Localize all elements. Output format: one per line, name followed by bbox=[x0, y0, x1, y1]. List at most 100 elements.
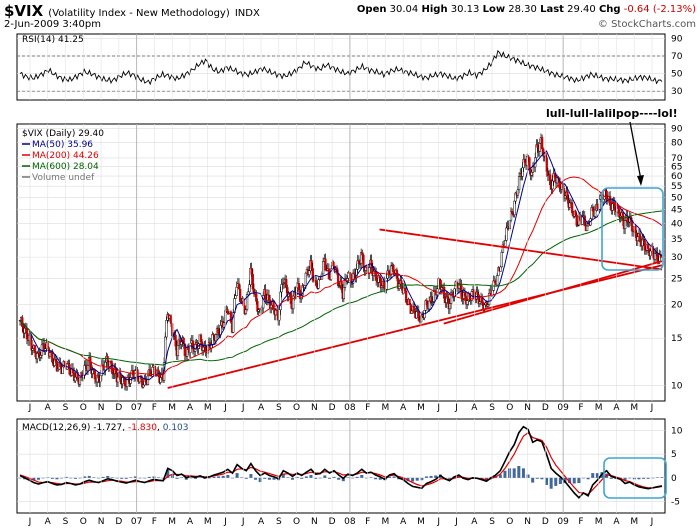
candle bbox=[123, 376, 127, 387]
candle bbox=[78, 377, 82, 385]
macd-histogram-bar bbox=[300, 477, 304, 479]
candle bbox=[267, 294, 271, 301]
candle bbox=[144, 379, 147, 382]
x-tick-label: S bbox=[63, 403, 69, 413]
x-tick-label: J bbox=[436, 403, 440, 413]
x-tick-label: J bbox=[241, 517, 245, 527]
macd-histogram-bar bbox=[138, 477, 142, 479]
candle bbox=[432, 291, 435, 302]
x-tick-label: M bbox=[417, 403, 425, 413]
candle bbox=[647, 244, 650, 249]
macd-histogram-bar bbox=[73, 477, 77, 479]
candle bbox=[285, 279, 288, 288]
candle bbox=[453, 288, 456, 297]
price-tick-label: 25 bbox=[671, 274, 682, 284]
chart-date: 2-Jun-2009 3:40pm bbox=[4, 19, 101, 30]
open-value: 30.04 bbox=[389, 4, 419, 15]
x-tick-label: S bbox=[63, 517, 69, 527]
macd-histogram-bar bbox=[448, 477, 452, 479]
macd-histogram-bar bbox=[591, 473, 595, 478]
watermark: © StockCharts.com bbox=[597, 19, 696, 30]
macd-histogram-bar bbox=[484, 477, 488, 480]
x-tick-label: A bbox=[471, 403, 478, 413]
candle bbox=[237, 283, 241, 290]
x-tick-label: D bbox=[542, 517, 549, 527]
highlight-box-macd bbox=[603, 457, 667, 499]
macd-histogram-bar bbox=[392, 476, 396, 478]
macd-histogram-bar bbox=[124, 477, 128, 479]
annotation-text: lull-lull-lalilpop----lol! bbox=[546, 107, 678, 120]
macd-histogram-bar bbox=[143, 477, 147, 479]
candle bbox=[545, 157, 548, 172]
candle bbox=[280, 284, 283, 293]
candle bbox=[202, 346, 205, 351]
open-label: Open bbox=[356, 4, 387, 15]
x-tick-label: 08 bbox=[344, 403, 356, 413]
rsi-tick-label: 90 bbox=[671, 34, 683, 44]
candle bbox=[521, 167, 524, 177]
macd-histogram-bar bbox=[97, 477, 101, 479]
candle bbox=[570, 202, 574, 214]
candle bbox=[176, 344, 180, 356]
candle bbox=[500, 252, 503, 268]
candle bbox=[538, 143, 541, 152]
x-tick-label: M bbox=[417, 517, 425, 527]
last-label: Last bbox=[540, 4, 564, 15]
macd-histogram-bar bbox=[549, 477, 553, 489]
x-tick-label: J bbox=[454, 517, 458, 527]
candle bbox=[357, 260, 361, 264]
candle bbox=[361, 252, 364, 256]
legend-entry: MA(600) 28.04 bbox=[32, 162, 99, 172]
candle bbox=[232, 312, 235, 333]
candle bbox=[142, 384, 145, 388]
x-tick-label: N bbox=[311, 403, 318, 413]
macd-histogram-bar bbox=[327, 477, 331, 479]
x-tick-label: A bbox=[613, 403, 620, 413]
price-tick-label: 90 bbox=[671, 125, 683, 135]
annotation-arrow bbox=[629, 121, 642, 181]
candle bbox=[656, 252, 659, 262]
candle bbox=[104, 361, 107, 371]
x-tick-label: O bbox=[80, 403, 87, 413]
macd-histogram-bar bbox=[281, 474, 285, 478]
macd-histogram-bar bbox=[198, 477, 202, 478]
candle bbox=[63, 361, 67, 368]
legend-entry: MA(50) 35.96 bbox=[32, 140, 93, 150]
macd-tick-label: -5 bbox=[671, 498, 680, 508]
candle bbox=[217, 327, 220, 334]
candle bbox=[511, 210, 514, 215]
candle bbox=[304, 272, 307, 286]
candle bbox=[618, 208, 621, 218]
x-tick-label: 08 bbox=[344, 517, 356, 527]
macd-histogram-bar bbox=[309, 475, 313, 478]
candle bbox=[636, 236, 639, 242]
x-tick-label: 07 bbox=[131, 403, 142, 413]
candle bbox=[342, 287, 346, 300]
macd-histogram-bar bbox=[295, 476, 299, 478]
ma50-line bbox=[19, 150, 663, 381]
candle bbox=[415, 311, 418, 319]
candle bbox=[61, 366, 64, 374]
macd-histogram-bar bbox=[133, 476, 137, 478]
candle bbox=[634, 226, 637, 233]
candle bbox=[379, 277, 382, 288]
candle bbox=[389, 265, 393, 276]
ma200-line bbox=[19, 176, 663, 376]
candle bbox=[48, 352, 52, 357]
rsi-tick-label: 70 bbox=[671, 52, 683, 62]
price-tick-label: 70 bbox=[671, 154, 683, 164]
macd-histogram-bar bbox=[595, 473, 599, 478]
high-label: High bbox=[421, 4, 448, 15]
candle bbox=[466, 300, 469, 305]
trendline bbox=[379, 228, 663, 271]
price-tick-label: 15 bbox=[671, 334, 682, 344]
x-tick-label: J bbox=[223, 403, 227, 413]
x-tick-label: S bbox=[276, 517, 282, 527]
macd-histogram-bar bbox=[332, 476, 336, 478]
macd-histogram-bar bbox=[217, 476, 221, 478]
candle bbox=[321, 261, 325, 275]
macd-histogram-bar bbox=[291, 477, 295, 480]
x-tick-label: A bbox=[187, 517, 194, 527]
macd-histogram-bar bbox=[378, 477, 382, 480]
candle bbox=[387, 270, 390, 275]
